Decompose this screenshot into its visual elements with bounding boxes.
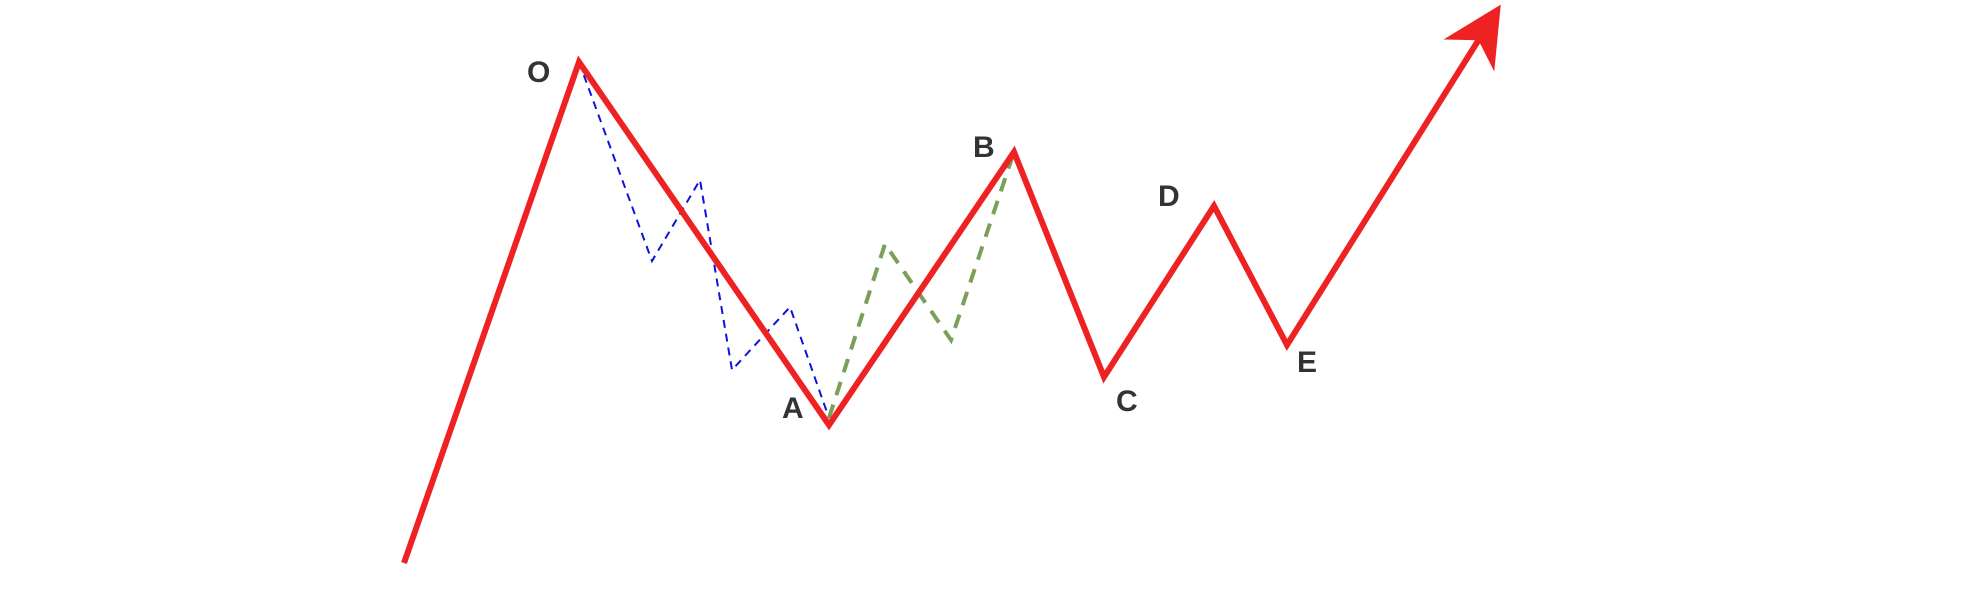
point-label-a: A xyxy=(782,392,804,425)
subwave-o-a xyxy=(578,61,830,419)
main-wave-line xyxy=(401,4,1501,564)
point-label-b: B xyxy=(973,131,995,164)
point-label-e: E xyxy=(1297,346,1317,379)
point-label-d: D xyxy=(1158,180,1180,213)
point-label-c: C xyxy=(1116,385,1138,418)
point-label-o: O xyxy=(527,56,550,89)
